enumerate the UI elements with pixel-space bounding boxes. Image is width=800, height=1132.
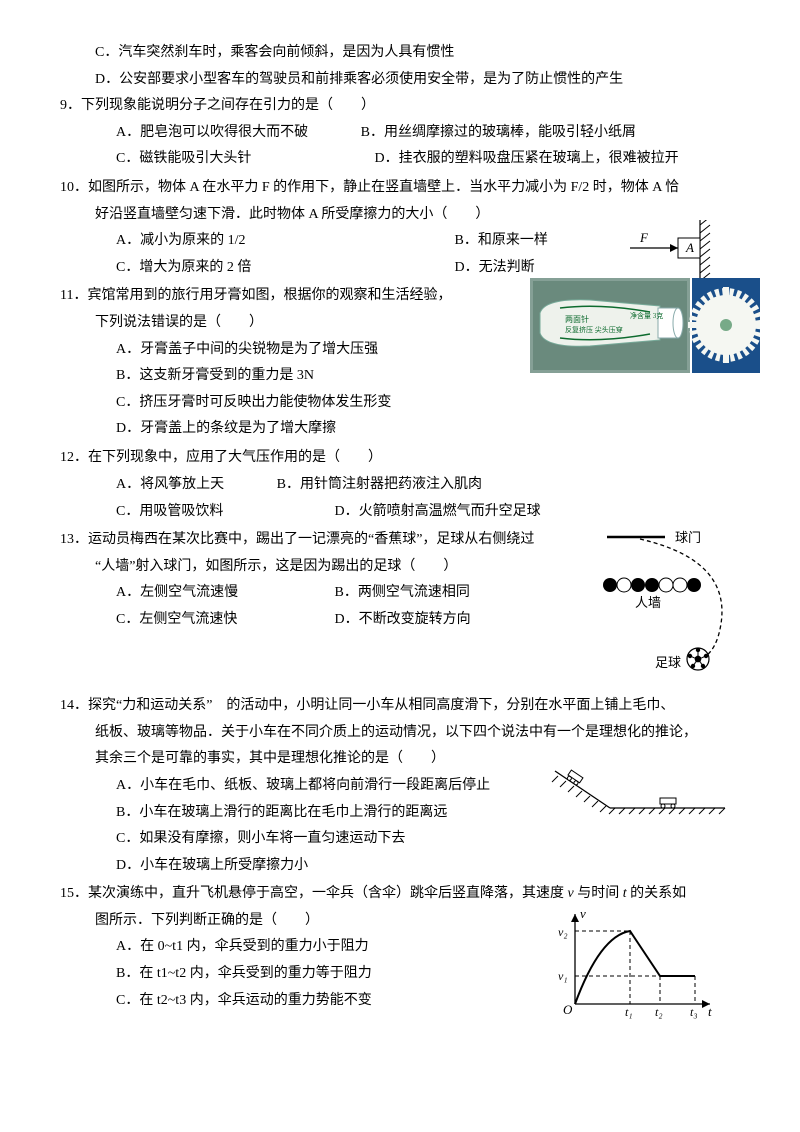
q10-option-d: D．无法判断 xyxy=(455,255,535,282)
q13-figure: 球门 人墙 足球 xyxy=(600,527,740,677)
q14-option-c: C．如果没有摩擦，则小车将一直匀速运动下去 xyxy=(116,826,750,853)
q15-label-t2: t₂ xyxy=(655,1005,663,1019)
q11-fig-text2: 反复挤压 尖头压穿 xyxy=(565,325,623,334)
q10-label-F: F xyxy=(639,230,649,245)
q9-option-c: C．磁铁能吸引大头针 xyxy=(116,146,336,173)
q15-stem1-b: 与时间 xyxy=(574,886,623,901)
q15-stem1-a: 15．某次演练中，直升飞机悬停于高空，一伞兵（含伞）跳伞后竖直降落，其速度 xyxy=(60,886,568,901)
q11-figure: 两面针 反复挤压 尖头压穿 净含量 3克 xyxy=(530,278,760,373)
question-14: 14．探究“力和运动关系” 的活动中，小明让同一小车从相同高度滑下，分别在水平面… xyxy=(60,693,750,879)
q13-option-b: B．两侧空气流速相同 xyxy=(335,580,470,607)
question-11: 11．宾馆常用到的旅行用牙膏如图，根据你的观察和生活经验， 下列说法错误的是（ … xyxy=(60,283,750,443)
q12-option-c: C．用吸管吸饮料 xyxy=(116,499,296,526)
q11-fig-text3: 净含量 3克 xyxy=(630,311,663,320)
q11-option-d: D．牙膏盖上的条纹是为了增大摩擦 xyxy=(116,416,750,443)
q11-fig-text1: 两面针 xyxy=(565,314,589,324)
question-12: 12．在下列现象中，应用了大气压作用的是（ ） A．将风筝放上天 B．用针筒注射… xyxy=(60,445,750,525)
q13-option-c: C．左侧空气流速快 xyxy=(116,607,296,634)
q9-option-b: B．用丝绸摩擦过的玻璃棒，能吸引轻小纸屑 xyxy=(361,120,636,147)
q14-stem1: 14．探究“力和运动关系” 的活动中，小明让同一小车从相同高度滑下，分别在水平面… xyxy=(60,693,750,720)
q10-label-A: A xyxy=(685,240,694,255)
q12-stem: 12．在下列现象中，应用了大气压作用的是（ ） xyxy=(60,445,750,472)
q15-stem1-c: 的关系如 xyxy=(627,886,687,901)
q10-option-b: B．和原来一样 xyxy=(455,228,548,255)
q15-figure: v t O v₂ v₁ t₁ t₂ t₃ xyxy=(550,906,720,1021)
pre-option-d: D．公安部要求小型客车的驾驶员和前排乘客必须使用安全带，是为了防止惯性的产生 xyxy=(95,67,750,94)
q13-option-d: D．不断改变旋转方向 xyxy=(335,607,471,634)
question-10: 10．如图所示，物体 A 在水平力 F 的作用下，静止在竖直墙壁上．当水平力减小… xyxy=(60,175,750,281)
q10-stem1: 10．如图所示，物体 A 在水平力 F 的作用下，静止在竖直墙壁上．当水平力减小… xyxy=(60,175,750,202)
q9-stem: 9．下列现象能说明分子之间存在引力的是（ ） xyxy=(60,93,750,120)
q11-option-c: C．挤压牙膏时可反映出力能使物体发生形变 xyxy=(116,390,750,417)
q10-option-c: C．增大为原来的 2 倍 xyxy=(116,255,416,282)
q13-wall xyxy=(603,578,701,592)
q15-origin: O xyxy=(563,1002,573,1017)
q13-label-wall: 人墙 xyxy=(635,595,661,610)
pre-option-c: C．汽车突然刹车时，乘客会向前倾斜，是因为人具有惯性 xyxy=(95,40,750,67)
q15-axis-t: t xyxy=(708,1004,712,1019)
q15-stem1: 15．某次演练中，直升飞机悬停于高空，一伞兵（含伞）跳伞后竖直降落，其速度 v … xyxy=(60,881,750,908)
q15-label-v2: v₂ xyxy=(558,925,568,939)
q13-label-ball: 足球 xyxy=(655,655,681,670)
question-13: 13．运动员梅西在某次比赛中，踢出了一记漂亮的“香蕉球”，足球从右侧绕过 “人墙… xyxy=(60,527,750,677)
q14-option-d: D．小车在玻璃上所受摩擦力小 xyxy=(116,853,750,880)
q15-label-t3: t₃ xyxy=(690,1005,698,1019)
q15-axis-v: v xyxy=(580,906,586,921)
q15-label-v1: v₁ xyxy=(558,969,568,983)
q12-option-b: B．用针筒注射器把药液注入肌肉 xyxy=(277,472,482,499)
q13-label-goal: 球门 xyxy=(675,530,701,545)
q12-option-d: D．火箭喷射高温燃气而升空足球 xyxy=(335,499,541,526)
q9-option-a: A．肥皂泡可以吹得很大而不破 xyxy=(116,120,308,147)
question-15: 15．某次演练中，直升飞机悬停于高空，一伞兵（含伞）跳伞后竖直降落，其速度 v … xyxy=(60,881,750,1014)
q13-option-a: A．左侧空气流速慢 xyxy=(116,580,296,607)
question-9: 9．下列现象能说明分子之间存在引力的是（ ） A．肥皂泡可以吹得很大而不破 B．… xyxy=(60,93,750,173)
q12-option-a: A．将风筝放上天 xyxy=(116,472,224,499)
q14-figure xyxy=(550,763,730,818)
q9-option-d: D．挂衣服的塑料吸盘压紧在玻璃上，很难被拉开 xyxy=(375,146,679,173)
q14-stem2: 纸板、玻璃等物品．关于小车在不同介质上的运动情况，以下四个说法中有一个是理想化的… xyxy=(95,720,750,747)
q10-option-a: A．减小为原来的 1/2 xyxy=(116,228,416,255)
q10-figure: A F xyxy=(610,220,730,280)
q15-label-t1: t₁ xyxy=(625,1005,633,1019)
